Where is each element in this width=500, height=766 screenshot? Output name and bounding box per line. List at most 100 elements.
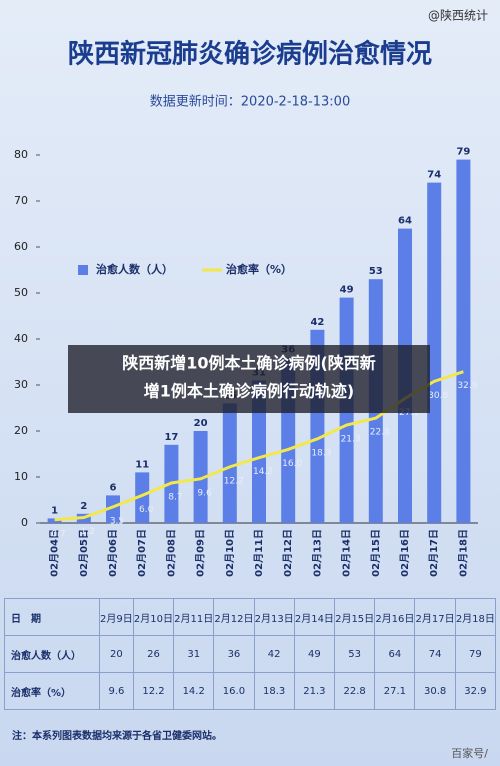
line-value-label: 18.3 — [311, 448, 331, 458]
table-cell: 治愈率（%） — [4, 672, 100, 710]
table-cell: 64 — [374, 635, 416, 673]
table-cell: 2月16日 — [374, 598, 416, 636]
caption-line: 增1例本土确诊病例行动轨迹) — [144, 382, 354, 401]
bar-value-label: 64 — [398, 216, 412, 227]
x-tick-label: 02月16日 — [399, 529, 411, 577]
table-cell: 27.1 — [374, 672, 416, 710]
bar — [135, 472, 150, 523]
y-tick-label: 50 — [14, 286, 28, 299]
table-cell: 74 — [414, 635, 456, 673]
legend-swatch — [78, 265, 88, 275]
chart-subtitle: 数据更新时间：2020-2-18-13:00 — [150, 94, 350, 110]
line-value-label: 22.8 — [370, 428, 390, 438]
table-cell: 2月17日 — [414, 598, 456, 636]
bar-value-label: 2 — [80, 501, 87, 512]
bar-value-label: 74 — [427, 170, 441, 181]
y-tick-label: 70 — [14, 194, 28, 207]
table-cell: 42 — [253, 635, 295, 673]
x-tick-label: 02月11日 — [253, 529, 265, 577]
table-cell: 31 — [173, 635, 215, 673]
table-cell: 2月14日 — [293, 598, 336, 636]
table-cell: 30.8 — [414, 672, 456, 710]
data-table: 日 期 2月9日 2月10日 2月11日 2月12日 2月13日 2月14日 2月15日 2月1… — [4, 598, 497, 710]
x-tick-label: 02月08日 — [165, 529, 177, 577]
bar-value-label: 17 — [164, 432, 178, 443]
y-tick-label: 80 — [14, 148, 28, 161]
x-tick-label: 02月13日 — [311, 529, 323, 577]
table-row: 日 期 2月9日 2月10日 2月11日 2月12日 2月13日 2月14日 2月15日 2月1… — [4, 598, 497, 636]
table-cell: 18.3 — [253, 672, 295, 710]
line-value-label: 21.3 — [341, 435, 361, 445]
table-cell: 2月9日 — [99, 598, 134, 636]
table-cell: 49 — [293, 635, 336, 673]
table-cell: 日 期 — [4, 598, 100, 636]
bar — [456, 159, 471, 523]
table-row: 治愈率（%） 9.6 12.2 14.2 16.0 18.3 21.3 22.8 27.1 30.… — [4, 672, 497, 710]
table-cell: 2月10日 — [132, 598, 175, 636]
y-tick-label: 40 — [14, 332, 28, 345]
x-tick-label: 02月15日 — [370, 529, 382, 577]
y-tick-label: 10 — [14, 470, 28, 483]
x-tick-label: 02月17日 — [428, 529, 440, 577]
line-value-label: 0.7 — [51, 529, 65, 539]
table-cell: 32.9 — [454, 672, 497, 710]
line-value-label: 9.6 — [197, 488, 212, 498]
bar-value-label: 49 — [340, 285, 354, 296]
bar — [47, 518, 62, 523]
bar-value-label: 79 — [456, 147, 470, 158]
x-tick-label: 02月07日 — [136, 529, 148, 577]
legend-label: 治愈率（%） — [226, 262, 292, 276]
bar — [193, 431, 208, 523]
line-value-label: 32.9 — [457, 381, 477, 391]
bar-value-label: 1 — [51, 505, 58, 516]
caption-bg — [68, 345, 430, 413]
table-cell: 36 — [213, 635, 255, 673]
table-cell: 12.2 — [132, 672, 175, 710]
y-tick-label: 20 — [14, 424, 28, 437]
table-cell: 22.8 — [334, 672, 376, 710]
x-tick-label: 02月12日 — [282, 529, 294, 577]
table-cell: 2月18日 — [454, 598, 497, 636]
bar — [427, 182, 442, 523]
bar-value-label: 11 — [135, 459, 149, 470]
x-tick-label: 02月06日 — [107, 529, 119, 577]
x-tick-label: 02月05日 — [78, 529, 90, 577]
table-cell: 14.2 — [173, 672, 215, 710]
watermark: 百家号/ — [451, 747, 488, 760]
source-tag: @陕西统计 — [428, 8, 488, 23]
x-tick-label: 02月09日 — [195, 529, 207, 577]
footnote: 注：本系列图表数据均来源于各省卫健委网站。 — [12, 731, 222, 742]
table-cell: 2月11日 — [173, 598, 215, 636]
table-row: 治愈人数（人） 20 26 31 36 42 49 53 64 74 79 — [4, 635, 497, 673]
table-cell: 2月15日 — [334, 598, 376, 636]
caption-line: 陕西新增10例本土确诊病例(陕西新 — [122, 354, 376, 373]
table-cell: 16.0 — [213, 672, 255, 710]
bar-value-label: 6 — [110, 482, 117, 493]
line-value-label: 6.0 — [139, 505, 154, 515]
line-value-label: 16.0 — [282, 459, 302, 469]
line-value-label: 3.5 — [110, 516, 124, 526]
chart: @陕西统计 陕西新冠肺炎确诊病例治愈情况 数据更新时间：2020-2-18-13… — [14, 8, 488, 577]
y-tick-label: 0 — [21, 516, 28, 529]
bar-value-label: 53 — [369, 266, 383, 277]
table-cell: 治愈人数（人） — [4, 635, 100, 673]
x-tick-label: 02月18日 — [457, 529, 469, 577]
table-cell: 9.6 — [99, 672, 134, 710]
x-tick-label: 02月14日 — [341, 529, 353, 577]
line-value-label: 30.8 — [428, 391, 448, 401]
table-cell: 26 — [132, 635, 175, 673]
y-tick-label: 60 — [14, 240, 28, 253]
line-value-label: 1.2 — [81, 527, 95, 537]
x-tick-label: 02月10日 — [224, 529, 236, 577]
line-value-label: 8.7 — [168, 492, 182, 502]
bar-value-label: 42 — [310, 317, 324, 328]
bar-value-label: 20 — [194, 418, 208, 429]
line-value-label: 14.2 — [253, 467, 273, 477]
table-cell: 21.3 — [293, 672, 336, 710]
table-cell: 2月13日 — [253, 598, 295, 636]
bar — [106, 495, 120, 523]
table-cell: 20 — [99, 635, 134, 673]
chart-title: 陕西新冠肺炎确诊病例治愈情况 — [68, 39, 432, 70]
legend-label: 治愈人数（人） — [96, 262, 173, 276]
